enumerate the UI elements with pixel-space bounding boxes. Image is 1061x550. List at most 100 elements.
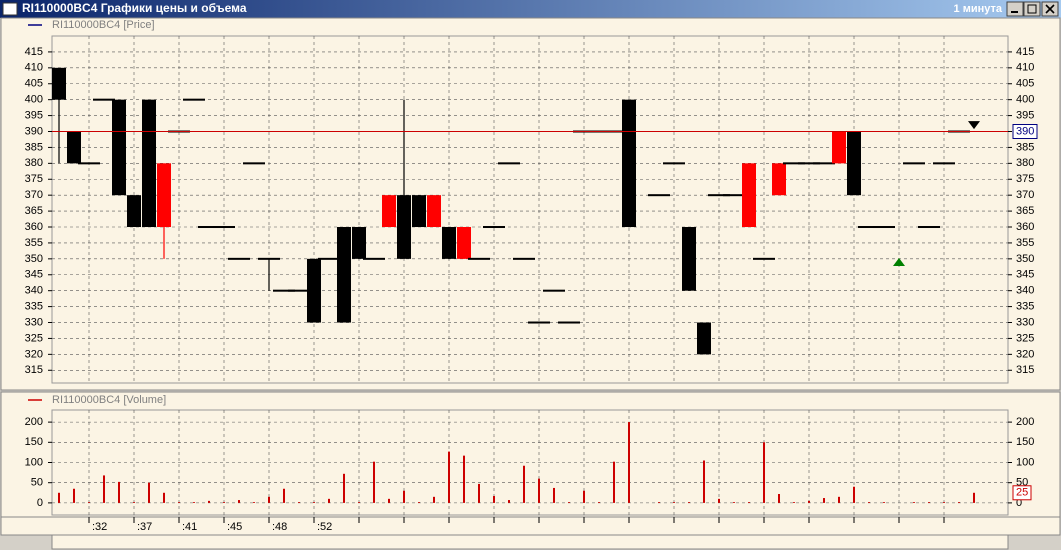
volume-bar — [178, 502, 180, 503]
y2-tick-label: 400 — [1016, 94, 1034, 106]
volume-bar — [433, 496, 435, 503]
candle-body — [442, 227, 456, 259]
scroll-bar[interactable] — [51, 534, 1009, 550]
window-icon — [2, 2, 18, 16]
volume-bar — [118, 481, 120, 503]
volume-bar — [913, 502, 915, 503]
last-volume-label: 25 — [1016, 487, 1028, 499]
volume-bar — [313, 502, 315, 503]
y2-tick-label: 330 — [1016, 316, 1034, 328]
y2-tick-label: 355 — [1016, 237, 1034, 249]
y-tick-label: 390 — [25, 125, 43, 137]
candle-body — [93, 98, 115, 101]
y-tick-label: 395 — [25, 109, 43, 121]
y-tick-label: 380 — [25, 157, 43, 169]
candle-body — [127, 195, 141, 228]
candle-body — [78, 162, 100, 165]
candle-body — [352, 227, 366, 259]
volume-bar — [58, 492, 60, 503]
volume-plot — [51, 409, 1009, 516]
y-tick-label: 315 — [25, 364, 43, 376]
last-price-label: 390 — [1016, 125, 1034, 137]
volume-bar — [508, 500, 510, 503]
y-tick-label: 325 — [25, 332, 43, 344]
y-tick-label: 340 — [25, 285, 43, 297]
volume-bar — [748, 502, 750, 503]
time-axis — [0, 516, 1061, 536]
y-tick-label: 330 — [25, 316, 43, 328]
volume-bar — [358, 502, 360, 503]
legend-label: RI110000BC4 [Price] — [52, 19, 155, 31]
y2-tick-label: 415 — [1016, 46, 1034, 58]
volume-bar — [658, 502, 660, 503]
candle-body — [663, 162, 685, 165]
candle-body — [288, 289, 310, 292]
volume-bar — [208, 500, 210, 503]
candle-body — [858, 226, 880, 229]
candle-body — [412, 195, 426, 228]
candle-body — [468, 257, 490, 260]
y2-tick-label: 340 — [1016, 285, 1034, 297]
candle-body — [483, 226, 505, 229]
price-plot — [51, 35, 1009, 384]
y2-tick-label: 360 — [1016, 221, 1034, 233]
volume-bar — [163, 492, 165, 503]
maximize-button[interactable] — [1023, 1, 1041, 17]
y2-tick-label: 380 — [1016, 157, 1034, 169]
y-tick-label: 370 — [25, 189, 43, 201]
y-tick-label: 410 — [25, 62, 43, 74]
candle-body — [258, 257, 280, 260]
volume-bar — [958, 502, 960, 503]
candle-body — [847, 131, 861, 196]
candle-body — [873, 226, 895, 229]
candle-body — [708, 194, 730, 197]
window-title: RI110000BC4 Графики цены и объема — [22, 1, 247, 15]
y2-tick-label: 375 — [1016, 173, 1034, 185]
minimize-button[interactable] — [1006, 1, 1024, 17]
candle-body — [498, 162, 520, 165]
y-tick-label: 100 — [25, 456, 43, 468]
y-tick-label: 350 — [25, 253, 43, 265]
x-tick-label: :45 — [227, 521, 242, 533]
volume-bar — [688, 502, 690, 503]
volume-bar — [703, 460, 705, 503]
x-tick-label: :48 — [272, 521, 287, 533]
volume-bar — [928, 502, 930, 503]
title-bar — [0, 0, 1061, 18]
candle-body — [52, 67, 66, 100]
timeframe: 1 минута — [954, 3, 1003, 15]
candle-body — [112, 99, 126, 196]
volume-bar — [853, 486, 855, 503]
y2-tick-label: 385 — [1016, 141, 1034, 153]
candle-body — [382, 195, 396, 228]
volume-bar — [73, 488, 75, 503]
volume-bar — [568, 502, 570, 503]
candle-body — [397, 195, 411, 259]
y2-tick-label: 315 — [1016, 364, 1034, 376]
candle-body — [918, 226, 940, 229]
y2-tick-label: 100 — [1016, 456, 1034, 468]
y2-tick-label: 395 — [1016, 109, 1034, 121]
candle-body — [513, 257, 535, 260]
legend-label: RI110000BC4 [Volume] — [52, 394, 166, 406]
volume-bar — [868, 502, 870, 503]
candle-body — [682, 227, 696, 291]
volume-bar — [373, 461, 375, 503]
y-tick-label: 345 — [25, 269, 43, 281]
candle-body — [337, 227, 351, 323]
volume-bar — [253, 502, 255, 503]
volume-bar — [733, 502, 735, 503]
volume-bar — [133, 502, 135, 503]
y-tick-label: 360 — [25, 221, 43, 233]
y2-tick-label: 335 — [1016, 301, 1034, 313]
candle-body — [813, 162, 835, 165]
volume-bar — [298, 502, 300, 503]
volume-bar — [223, 502, 225, 503]
y-tick-label: 385 — [25, 141, 43, 153]
volume-bar — [463, 455, 465, 503]
x-tick-label: :32 — [92, 521, 107, 533]
y2-tick-label: 405 — [1016, 78, 1034, 90]
y-tick-label: 405 — [25, 78, 43, 90]
y2-tick-label: 370 — [1016, 189, 1034, 201]
